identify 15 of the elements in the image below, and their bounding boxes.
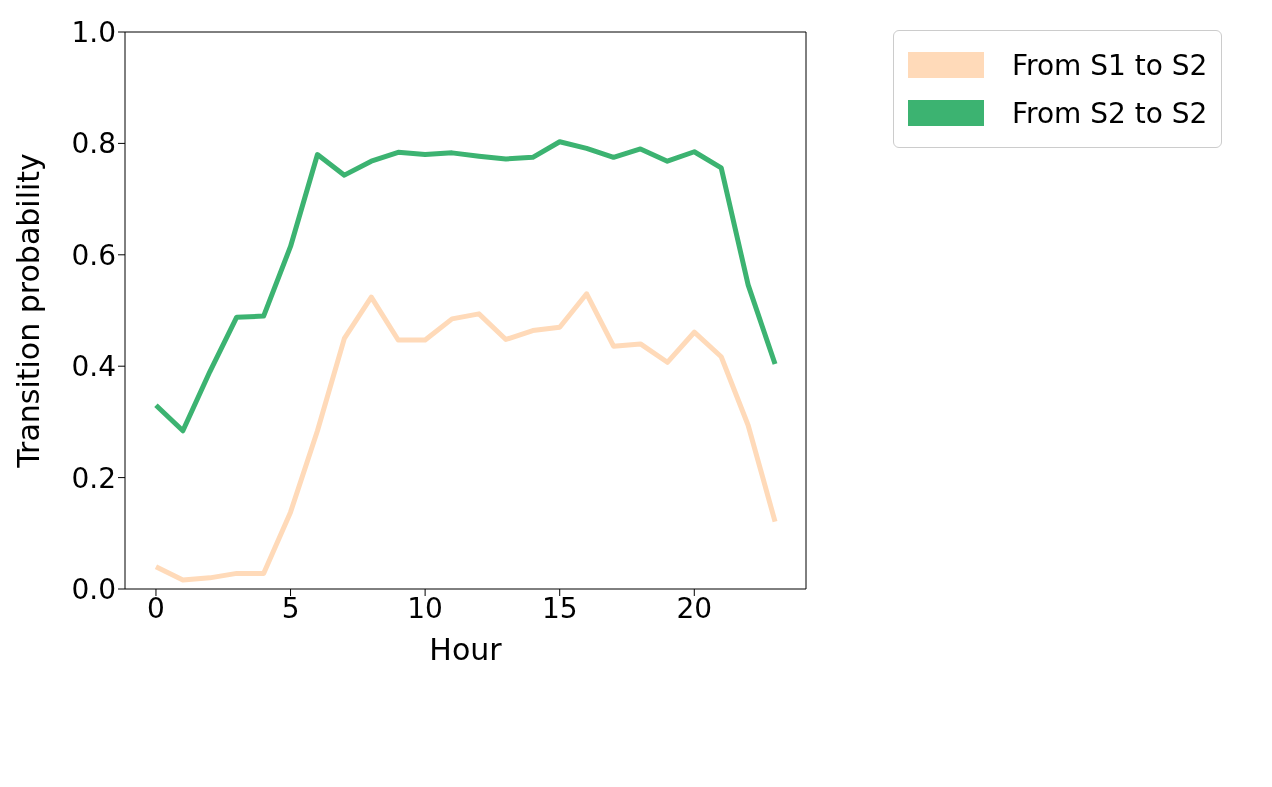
legend-label: From S2 to S2 [1012,96,1208,130]
y-tick-label: 0.2 [71,461,116,495]
x-tick-label: 5 [281,591,300,625]
y-axis-title: Transition probability [10,153,46,469]
x-axis-title: Hour [429,632,503,667]
y-tick-label: 0.0 [71,572,116,606]
y-tick-label: 1.0 [71,15,116,49]
x-tick-label: 10 [407,591,443,625]
y-tick-label: 0.8 [71,127,116,161]
y-tick-label: 0.6 [71,238,116,272]
y-tick-label: 0.4 [71,350,116,384]
x-tick-label: 0 [147,591,165,625]
legend-label: From S1 to S2 [1012,48,1208,82]
x-tick-label: 15 [541,591,578,625]
x-tick-label: 20 [676,591,713,625]
